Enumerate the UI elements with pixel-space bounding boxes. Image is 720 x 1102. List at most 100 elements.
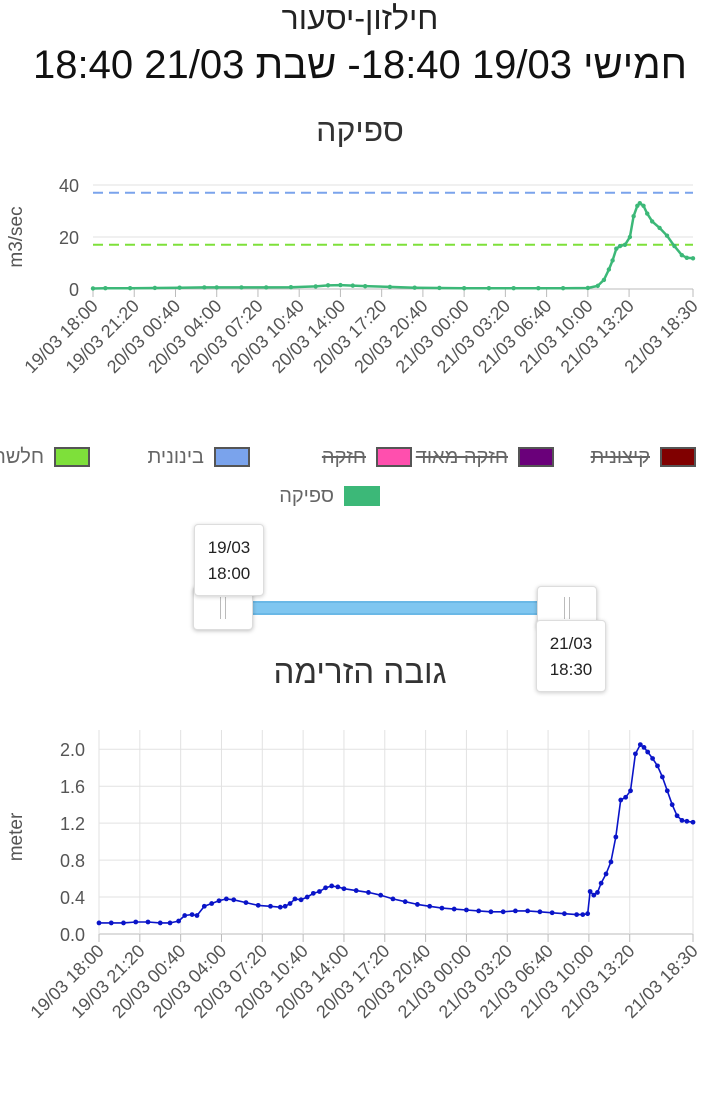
data-point <box>637 742 643 748</box>
data-point <box>645 749 651 755</box>
legend-swatch <box>344 486 380 506</box>
data-point <box>627 234 633 240</box>
data-point <box>304 894 310 900</box>
data-point <box>649 219 655 224</box>
data-point <box>287 901 293 906</box>
data-point <box>513 908 518 914</box>
data-point <box>486 286 492 291</box>
range-end-time: 18:30 <box>549 660 593 679</box>
data-point <box>292 896 298 902</box>
data-point <box>618 797 624 803</box>
legend-item[interactable]: חזקה מאוד <box>416 444 554 470</box>
data-point <box>641 203 646 208</box>
data-point <box>500 909 506 915</box>
data-point <box>525 908 531 914</box>
y-tick-label: 2.0 <box>60 740 85 760</box>
data-point <box>182 913 188 918</box>
data-point <box>610 258 615 263</box>
data-point <box>679 817 685 823</box>
data-point <box>362 283 368 289</box>
range-slider-selection[interactable] <box>222 601 568 615</box>
data-point <box>669 802 675 808</box>
data-point <box>243 900 249 905</box>
y-tick-label: 0 <box>69 280 79 300</box>
data-point <box>387 284 393 290</box>
y-tick-label: 1.6 <box>60 777 85 797</box>
data-point <box>439 905 445 911</box>
data-point <box>664 788 670 794</box>
data-point <box>412 285 417 290</box>
legend-label: בינונית <box>147 445 204 468</box>
legend-swatch <box>518 447 554 467</box>
data-point <box>255 902 261 908</box>
data-point <box>562 911 567 917</box>
data-point <box>608 859 614 865</box>
data-point <box>574 912 580 917</box>
data-point <box>157 920 163 926</box>
data-point <box>587 889 593 894</box>
data-point <box>239 285 244 290</box>
data-point <box>231 897 237 903</box>
legend-label: קיצונית <box>590 445 650 468</box>
range-end-date: 21/03 <box>549 634 593 653</box>
data-point <box>194 913 200 918</box>
data-point <box>451 906 457 912</box>
data-point <box>268 903 273 909</box>
range-end-tooltip: 21/03 18:30 <box>536 620 606 692</box>
data-point <box>488 909 494 915</box>
data-point <box>622 242 628 247</box>
flow-chart-title: ספיקה <box>316 112 404 148</box>
data-point <box>298 897 304 903</box>
data-point <box>655 763 660 769</box>
data-point <box>108 920 114 926</box>
data-point <box>402 899 408 905</box>
legend-label: חזקה מאוד <box>415 445 508 468</box>
data-point <box>690 256 696 261</box>
data-point <box>606 267 612 272</box>
data-point <box>341 886 347 892</box>
legend-item[interactable]: קיצונית <box>591 444 696 470</box>
legend-swatch <box>214 447 250 467</box>
data-point <box>390 896 396 902</box>
legend-swatch <box>660 447 696 467</box>
data-point <box>511 286 516 291</box>
data-point <box>329 883 335 889</box>
legend-swatch <box>54 447 90 467</box>
data-point <box>614 246 619 251</box>
data-point <box>591 892 597 898</box>
data-point <box>650 756 655 761</box>
data-point <box>176 918 182 924</box>
data-point <box>657 225 662 231</box>
data-point <box>277 904 283 910</box>
data-point <box>664 233 670 238</box>
data-point <box>96 920 102 926</box>
data-point <box>317 889 322 894</box>
legend-item[interactable]: חזקה <box>322 444 412 470</box>
data-point <box>201 903 207 909</box>
y-axis-label: meter <box>6 812 27 861</box>
legend-label: ספיקה <box>279 484 334 507</box>
legend-item[interactable]: בינונית <box>147 444 250 470</box>
data-point <box>631 214 636 219</box>
legend-item[interactable]: ספיקה <box>279 483 380 509</box>
legend-label: חלשה <box>0 445 44 468</box>
data-point <box>223 896 229 902</box>
data-point <box>189 912 195 917</box>
data-point <box>549 910 555 916</box>
data-point <box>145 919 151 925</box>
data-point <box>378 892 384 898</box>
data-point <box>637 201 643 206</box>
y-axis-label: m3/sec <box>6 206 27 267</box>
legend-item[interactable]: חלשה <box>0 444 90 470</box>
legend-label: חזקה <box>321 445 366 468</box>
data-point <box>623 794 629 800</box>
data-point <box>202 285 207 290</box>
data-point <box>152 285 158 291</box>
y-tick-label: 0.0 <box>60 925 85 945</box>
data-point <box>366 890 371 895</box>
legend-swatch <box>376 447 412 467</box>
data-point <box>672 243 677 249</box>
data-point <box>214 285 219 290</box>
series-line <box>99 743 694 924</box>
